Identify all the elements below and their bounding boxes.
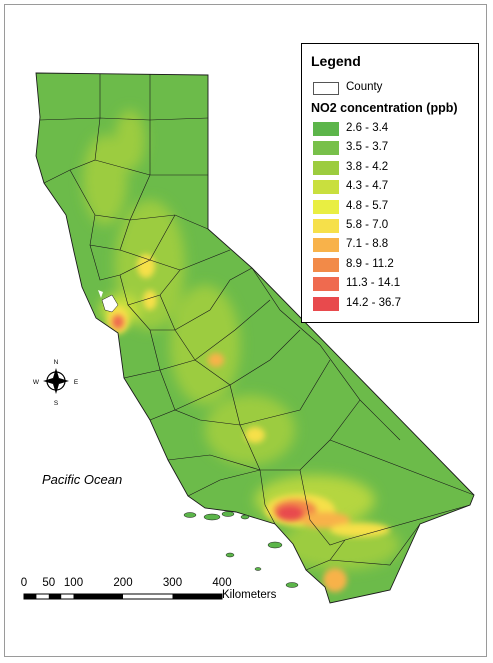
compass-west-label: W (33, 379, 40, 386)
compass-rose-icon: N S W E (33, 359, 79, 407)
legend-bin-swatch (313, 199, 339, 214)
legend-bin-swatch (313, 122, 339, 136)
legend-bin-label: 14.2 - 36.7 (346, 296, 401, 309)
legend-bin-label: 7.1 - 8.8 (346, 238, 389, 251)
scale-tick-label: 400 (212, 577, 232, 589)
legend-title: Legend (311, 53, 361, 69)
county-swatch (313, 82, 339, 95)
legend-bin-swatch (313, 141, 339, 156)
scale-tick-label: 300 (162, 577, 183, 589)
scale-tick-label: 100 (63, 577, 84, 589)
scale-tick-label: 200 (113, 577, 133, 589)
scale-tick-label: 0 (20, 577, 28, 589)
legend-bin-label: 2.6 - 3.4 (346, 122, 389, 134)
legend-bin-label: 8.9 - 11.2 (346, 257, 394, 270)
scale-bar-tick-labels: 0 50 100 200 300 400 (18, 577, 278, 591)
legend-bin-swatch (313, 277, 339, 292)
bay-waters (98, 290, 119, 313)
legend-bin-label: 11.3 - 14.1 (346, 277, 401, 290)
compass-north-label: N (54, 359, 59, 366)
pacific-ocean-label: Pacific Ocean (42, 472, 123, 487)
legend-bin-label: 4.3 - 4.7 (346, 180, 389, 193)
no2-concentration-title: NO2 concentration (ppb) (311, 101, 458, 115)
legend-bin-swatch (313, 160, 339, 175)
compass-east-label: E (74, 379, 79, 386)
legend-bin-swatch (313, 296, 339, 311)
legend-bin-swatch (313, 218, 339, 233)
compass-south-label: S (54, 400, 59, 407)
legend-bin-label: 3.8 - 4.2 (346, 160, 389, 173)
county-boundaries (35, 72, 475, 604)
peak-concentration-area (277, 506, 303, 520)
scale-bar (23, 593, 223, 600)
legend-bin-swatch (313, 238, 339, 253)
legend-bin-label: 5.8 - 7.0 (346, 218, 389, 231)
channel-islands (183, 511, 299, 588)
legend-bin-label: 4.8 - 5.7 (346, 199, 389, 212)
legend: Legend County NO2 concentration (ppb) 2.… (301, 43, 479, 323)
scale-tick-label: 50 (42, 577, 56, 589)
legend-bin-label: 3.5 - 3.7 (346, 141, 389, 154)
county-label: County (346, 81, 383, 93)
legend-bin-swatch (313, 257, 339, 272)
legend-bin-swatch (313, 180, 339, 195)
map-frame (4, 4, 487, 657)
scale-bar-unit: Kilometers (222, 589, 277, 601)
